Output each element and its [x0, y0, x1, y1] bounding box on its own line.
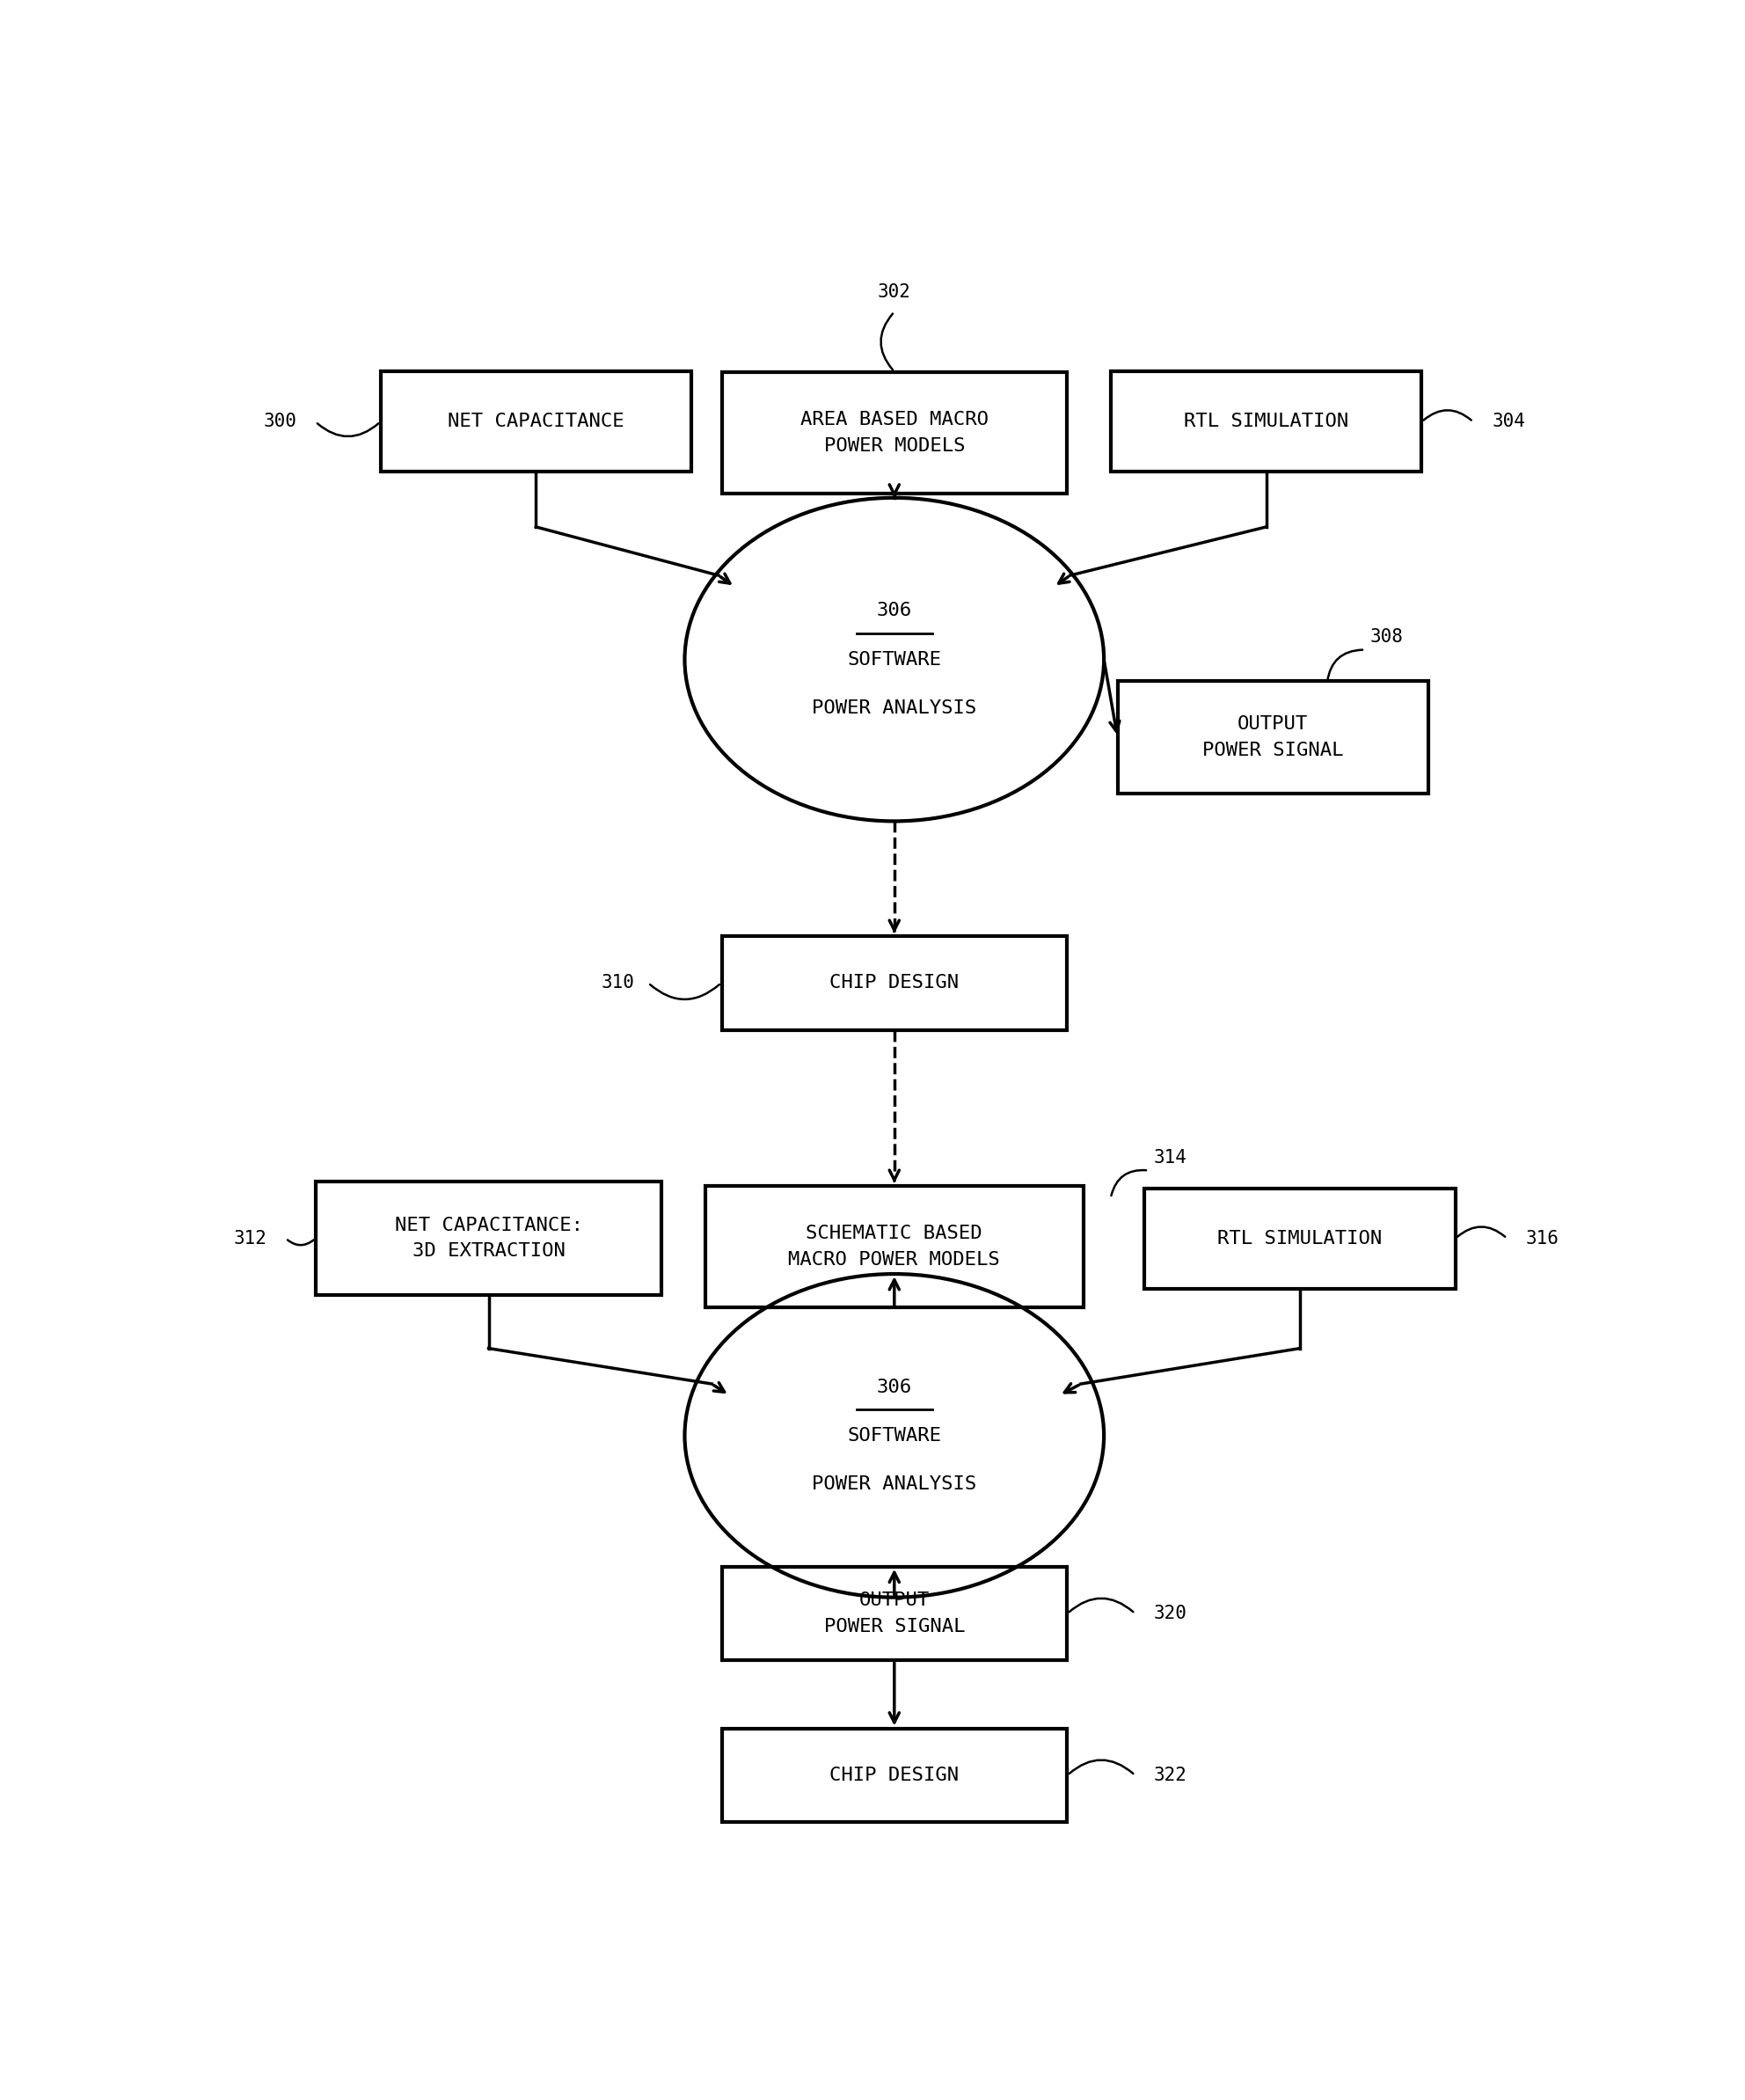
Text: 300: 300	[263, 414, 297, 430]
Bar	[380, 372, 691, 473]
Text: SOFTWARE: SOFTWARE	[848, 651, 941, 668]
Text: CHIP DESIGN: CHIP DESIGN	[829, 974, 960, 991]
Text: OUTPUT
POWER SIGNAL: OUTPUT POWER SIGNAL	[1202, 716, 1344, 758]
Text: 314: 314	[1153, 1149, 1187, 1166]
Text: 306: 306	[876, 1378, 913, 1396]
Bar	[316, 1182, 661, 1296]
Text: 320: 320	[1153, 1604, 1187, 1623]
Text: SOFTWARE: SOFTWARE	[848, 1426, 941, 1445]
Text: 308: 308	[1370, 628, 1403, 645]
Text: POWER ANALYSIS: POWER ANALYSIS	[811, 699, 977, 716]
Text: RTL SIMULATION: RTL SIMULATION	[1183, 414, 1349, 430]
Text: POWER ANALYSIS: POWER ANALYSIS	[811, 1476, 977, 1493]
Bar	[705, 1186, 1084, 1306]
Bar	[1117, 680, 1429, 794]
Text: 306: 306	[876, 603, 913, 620]
Text: AREA BASED MACRO
POWER MODELS: AREA BASED MACRO POWER MODELS	[801, 412, 988, 456]
Text: 316: 316	[1525, 1231, 1560, 1247]
Text: CHIP DESIGN: CHIP DESIGN	[829, 1766, 960, 1785]
Text: NET CAPACITANCE:
3D EXTRACTION: NET CAPACITANCE: 3D EXTRACTION	[394, 1216, 583, 1260]
Text: OUTPUT
POWER SIGNAL: OUTPUT POWER SIGNAL	[824, 1592, 965, 1636]
Bar	[1112, 372, 1422, 473]
Text: SCHEMATIC BASED
MACRO POWER MODELS: SCHEMATIC BASED MACRO POWER MODELS	[789, 1224, 1000, 1268]
Text: NET CAPACITANCE: NET CAPACITANCE	[448, 414, 625, 430]
Text: 312: 312	[234, 1231, 267, 1247]
Text: RTL SIMULATION: RTL SIMULATION	[1218, 1231, 1382, 1247]
Bar	[722, 1567, 1066, 1661]
Text: 304: 304	[1492, 414, 1525, 430]
Bar	[722, 937, 1066, 1029]
Text: 322: 322	[1153, 1766, 1187, 1785]
Bar	[722, 1728, 1066, 1823]
Text: 302: 302	[878, 284, 911, 300]
Text: 310: 310	[602, 974, 635, 991]
Bar	[722, 372, 1066, 493]
Bar	[1145, 1189, 1455, 1289]
